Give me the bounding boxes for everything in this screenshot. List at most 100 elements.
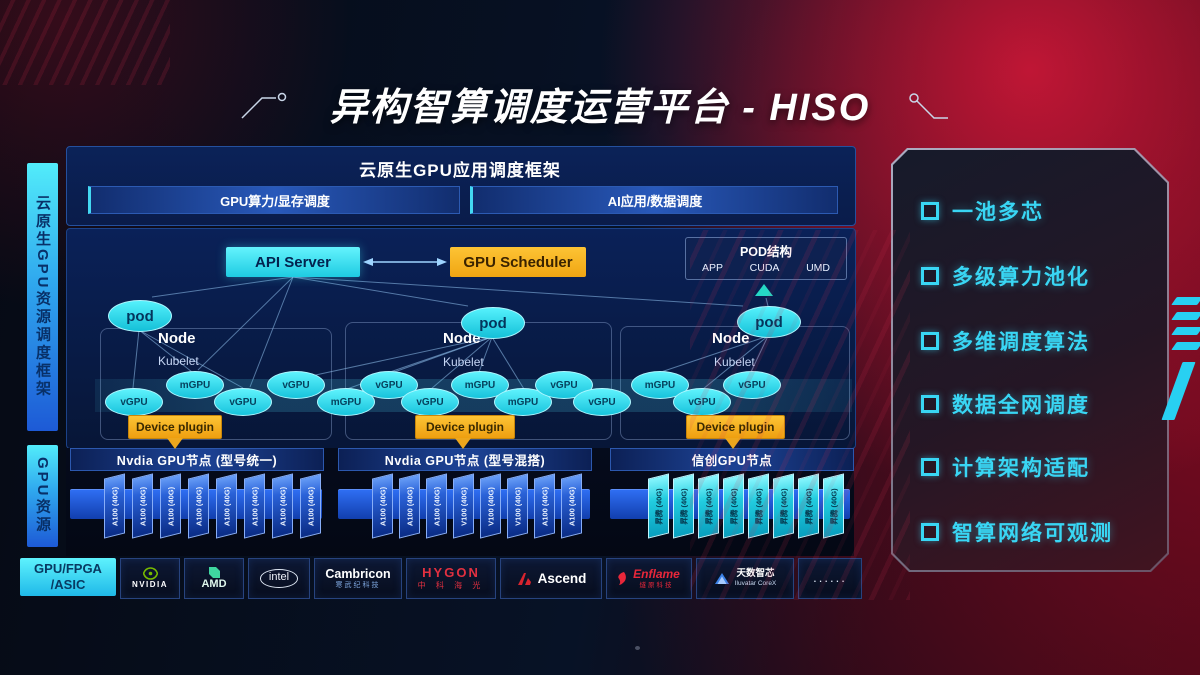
pod-structure-item-app: APP (702, 262, 724, 274)
kubelet-label: Kubelet (443, 355, 484, 369)
nvidia-eye-icon (142, 567, 158, 581)
gpu-card: 昇腾 (40G) (773, 473, 794, 539)
vendor-name: Enflame (633, 566, 680, 581)
gpu-unit-ellipse: vGPU (267, 371, 325, 399)
feature-label: 计算架构适配 (952, 457, 1090, 480)
amd-arrow-icon (208, 566, 220, 578)
circuit-decoration-right (909, 93, 948, 119)
gpu-card: A100 (40G) (104, 473, 125, 539)
pod-ellipse: pod (461, 307, 525, 339)
up-arrow-icon (755, 284, 773, 296)
gpu-unit-ellipse: vGPU (535, 371, 593, 399)
ascend-logo-icon (516, 572, 533, 586)
gpu-card: A100 (40G) (426, 473, 447, 539)
gpu-card: 昇腾 (40G) (648, 473, 669, 539)
corner-light-streaks (0, 0, 170, 85)
enflame-flame-icon (618, 571, 628, 586)
square-outline-bullet-icon (921, 332, 939, 350)
gpu-unit-ellipse: vGPU (673, 388, 731, 416)
feature-label: 智算网络可观测 (952, 522, 1113, 545)
feature-item: 一池多芯 (921, 196, 1044, 226)
square-outline-bullet-icon (921, 395, 939, 413)
vendor-hygon-logo: HYGON 中 科 海 光 (406, 558, 496, 599)
api-server-box: API Server (226, 247, 360, 277)
vendor-nvidia-logo: NVIDIA (120, 558, 180, 599)
feature-panel (891, 148, 1169, 572)
down-arrow-icon (725, 438, 741, 449)
vendor-name: Cambricon (325, 567, 391, 582)
vendor-name: NVIDIA (131, 580, 169, 590)
gpu-unit-ellipse: mGPU (166, 371, 224, 399)
vendor-name: HYGON (422, 565, 480, 581)
vendor-iluvatar-logo: 天数智芯 Iluvatar CoreX (696, 558, 794, 599)
gpu-card: V100 (40G) (480, 473, 501, 539)
hardware-line1: GPU/FPGA (34, 561, 102, 577)
gpu-card: A100 (40G) (372, 473, 393, 539)
feature-label: 多级算力池化 (952, 266, 1090, 289)
gpu-card: A100 (40G) (160, 473, 181, 539)
vendor-more-logo: ...... (798, 558, 862, 599)
vendor-subname: 寒武纪科技 (335, 581, 381, 589)
sidebar-gpu-resource-label: GPU资源 (27, 445, 58, 547)
feature-item: 多维调度算法 (921, 326, 1090, 356)
pod-structure-item-cuda: CUDA (749, 262, 780, 274)
gpu-card: A100 (40G) (188, 473, 209, 539)
iluvatar-triangle-icon (714, 572, 730, 585)
pod-structure-item-umd: UMD (806, 262, 830, 274)
vendor-subname: 中 科 海 光 (417, 581, 485, 591)
feature-item: 智算网络可观测 (921, 517, 1113, 547)
gpu-row-header-mixed: Nvdia GPU节点 (型号混搭) (338, 448, 592, 471)
vendor-amd-logo: AMD (184, 558, 244, 599)
down-arrow-icon (455, 438, 471, 449)
feature-label: 一池多芯 (952, 201, 1044, 224)
gpu-card: A100 (40G) (300, 473, 321, 539)
gpu-card: 昇腾 (40G) (673, 473, 694, 539)
gpu-card: 昇腾 (40G) (748, 473, 769, 539)
feature-label: 数据全网调度 (952, 394, 1090, 417)
ai-app-data-scheduling-bar: AI应用/数据调度 (470, 186, 838, 214)
hazard-stripe (1171, 342, 1200, 350)
gpu-unit-ellipse: mGPU (631, 371, 689, 399)
hardware-line2: /ASIC (50, 577, 86, 592)
device-plugin-box: Device plugin (415, 415, 515, 439)
gpu-card: 昇腾 (40G) (823, 473, 844, 539)
kubelet-label: Kubelet (158, 354, 199, 368)
vendor-cambricon-logo: Cambricon 寒武纪科技 (314, 558, 402, 599)
gpu-unit-ellipse: vGPU (214, 388, 272, 416)
hazard-stripe (1171, 327, 1200, 335)
square-outline-bullet-icon (921, 523, 939, 541)
vendor-name: ...... (813, 570, 847, 586)
gpu-unit-ellipse: vGPU (401, 388, 459, 416)
node-label: Node (712, 330, 750, 347)
square-outline-bullet-icon (921, 202, 939, 220)
page-title: 异构智算调度运营平台 - HISO (329, 87, 871, 129)
vendor-name: intel (259, 569, 299, 588)
gpu-row-header-uniform: Nvdia GPU节点 (型号统一) (70, 448, 324, 471)
gpu-compute-memory-scheduling-bar: GPU算力/显存调度 (88, 186, 460, 214)
device-plugin-box: Device plugin (128, 415, 222, 439)
gpu-card: A100 (40G) (399, 473, 420, 539)
gpu-unit-ellipse: vGPU (723, 371, 781, 399)
vendor-intel-logo: intel (248, 558, 310, 599)
gpu-card: A100 (40G) (561, 473, 582, 539)
hazard-stripe (1171, 297, 1200, 305)
vendor-name: Ascend (537, 570, 587, 586)
gpu-row-header-xinchuang: 信创GPU节点 (610, 448, 854, 471)
gpu-card: 昇腾 (40G) (698, 473, 719, 539)
gpu-card: A100 (40G) (534, 473, 555, 539)
square-outline-bullet-icon (921, 267, 939, 285)
gpu-unit-ellipse: vGPU (105, 388, 163, 416)
feature-item: 多级算力池化 (921, 261, 1090, 291)
vendor-name: 天数智芯 (736, 568, 775, 580)
vendor-enflame-logo: Enflame 燧原科技 (606, 558, 692, 599)
framework-title: 云原生GPU应用调度框架 (359, 161, 561, 180)
gpu-card: 昇腾 (40G) (723, 473, 744, 539)
circuit-decoration-left (241, 92, 287, 119)
gpu-card: A100 (40G) (244, 473, 265, 539)
pod-ellipse: pod (737, 306, 801, 338)
feature-item: 数据全网调度 (921, 389, 1090, 419)
gpu-card: A100 (40G) (216, 473, 237, 539)
sidebar-framework-label: 云原生GPU资源调度框架 (27, 163, 58, 431)
vendor-subname: Iluvatar CoreX (734, 580, 777, 588)
